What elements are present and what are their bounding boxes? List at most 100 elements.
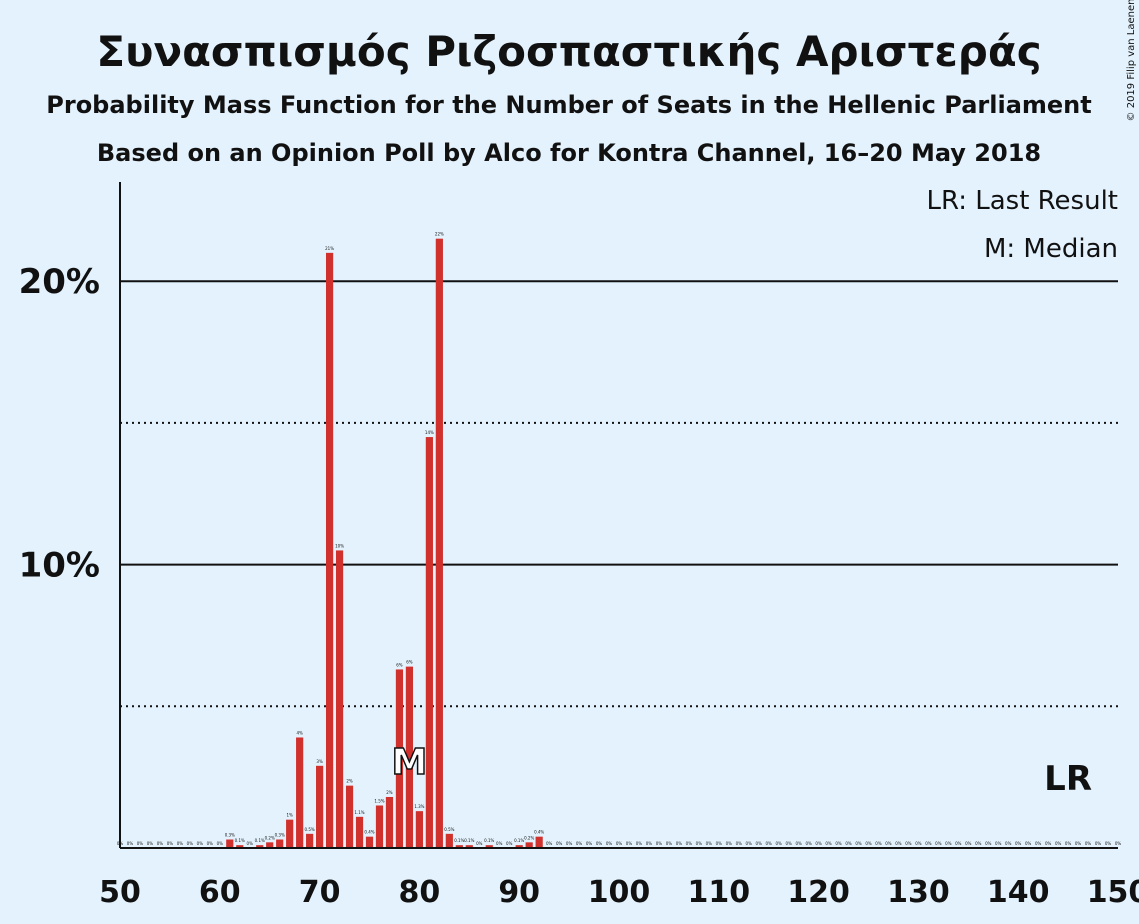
median-marker: M bbox=[392, 742, 428, 783]
bar-label: 0% bbox=[616, 841, 623, 846]
bar-label: 0.2% bbox=[524, 835, 534, 840]
bar-label: 0% bbox=[955, 841, 962, 846]
bar-label: 0.1% bbox=[514, 838, 524, 843]
bar-label: 0% bbox=[845, 841, 852, 846]
bar-label: 4% bbox=[296, 730, 303, 735]
bar-label: 0% bbox=[785, 841, 792, 846]
bar-label: 0% bbox=[985, 841, 992, 846]
bar-label: 21% bbox=[325, 246, 334, 251]
bar-label: 6% bbox=[406, 660, 413, 665]
bar bbox=[325, 252, 334, 848]
bar bbox=[256, 845, 264, 848]
bar bbox=[425, 437, 433, 848]
bar-label: 0% bbox=[1045, 841, 1052, 846]
bar-label: 0% bbox=[606, 841, 613, 846]
last-result-marker: LR bbox=[1044, 759, 1092, 799]
bar bbox=[335, 550, 344, 848]
bar bbox=[365, 836, 374, 848]
axes: 50 60 70 80 90 100 110 120 130 140 150 10% 20% bbox=[19, 182, 1139, 910]
y-tick-label: 10% bbox=[19, 546, 100, 586]
bar-label: 0% bbox=[506, 841, 513, 846]
bar bbox=[395, 669, 404, 848]
gridlines bbox=[120, 280, 1118, 708]
bar-label: 0.2% bbox=[265, 835, 275, 840]
bar-label: 0% bbox=[865, 841, 872, 846]
bar-label: 0.4% bbox=[534, 830, 544, 835]
bar-label: 3% bbox=[316, 759, 323, 764]
bar-label: 0% bbox=[975, 841, 982, 846]
bar-label: 0% bbox=[127, 841, 134, 846]
bar-label: 0% bbox=[626, 841, 633, 846]
bar-label: 0% bbox=[596, 841, 603, 846]
bar-label: 0% bbox=[187, 841, 194, 846]
bar-label: 0% bbox=[716, 841, 723, 846]
bar-labels: 0%0%0%0%0%0%0%0%0%0%0%0.3%0.1%0%0.1%0.2%… bbox=[117, 232, 1122, 846]
bar-label: 1.1% bbox=[354, 810, 364, 815]
bar bbox=[236, 845, 244, 848]
bar-label: 0% bbox=[247, 841, 254, 846]
bar-label: 1.5% bbox=[374, 798, 384, 803]
bar-label: 0% bbox=[1025, 841, 1032, 846]
x-tick-label: 70 bbox=[299, 875, 341, 910]
bar-label: 0.4% bbox=[364, 830, 374, 835]
bar-label: 0% bbox=[546, 841, 553, 846]
chart-subtitle-2: Based on an Opinion Poll by Alco for Kon… bbox=[97, 139, 1041, 167]
bar-label: 0.1% bbox=[255, 838, 265, 843]
bar-label: 0% bbox=[776, 841, 783, 846]
bar bbox=[445, 833, 453, 848]
bar bbox=[345, 785, 354, 848]
bar bbox=[385, 796, 394, 848]
x-tick-label: 120 bbox=[787, 875, 850, 910]
bar bbox=[306, 833, 314, 848]
x-tick-label: 110 bbox=[687, 875, 750, 910]
chart-subtitle: Probability Mass Function for the Number… bbox=[46, 91, 1091, 119]
bar-label: 0% bbox=[925, 841, 932, 846]
bar bbox=[375, 805, 384, 848]
bar bbox=[316, 765, 324, 848]
bar-label: 0% bbox=[1085, 841, 1092, 846]
bar-label: 0% bbox=[566, 841, 573, 846]
bar-label: 0% bbox=[656, 841, 663, 846]
bar bbox=[465, 845, 473, 848]
bar-label: 0% bbox=[825, 841, 832, 846]
bar-label: 0% bbox=[835, 841, 842, 846]
bar-label: 0% bbox=[147, 841, 154, 846]
bar-label: 0% bbox=[1105, 841, 1112, 846]
bar-label: 0.1% bbox=[235, 838, 245, 843]
bar-label: 0% bbox=[1015, 841, 1022, 846]
bar-label: 0% bbox=[706, 841, 713, 846]
bar-label: 22% bbox=[435, 232, 444, 237]
bar-label: 0% bbox=[197, 841, 204, 846]
bar-label: 0% bbox=[676, 841, 683, 846]
bar-label: 0% bbox=[885, 841, 892, 846]
bar bbox=[286, 819, 294, 848]
bar-label: 0% bbox=[965, 841, 972, 846]
bar-label: 0.3% bbox=[275, 832, 285, 837]
chart-title: Συνασπισμός Ριζοσπαστικής Αριστεράς bbox=[96, 27, 1041, 76]
bar-label: 0% bbox=[476, 841, 483, 846]
bar-label: 0% bbox=[795, 841, 802, 846]
bar-label: 10% bbox=[335, 543, 344, 548]
bar bbox=[276, 839, 284, 848]
markers: M LR bbox=[391, 741, 1092, 799]
bar-label: 0% bbox=[496, 841, 503, 846]
bar-label: 0% bbox=[915, 841, 922, 846]
bar bbox=[355, 816, 364, 848]
bar-label: 0% bbox=[576, 841, 583, 846]
bar-label: 0.1% bbox=[484, 838, 494, 843]
bar bbox=[226, 839, 234, 848]
bar bbox=[485, 845, 493, 848]
legend-last-result: LR: Last Result bbox=[926, 186, 1118, 216]
bar-label: 0% bbox=[805, 841, 812, 846]
x-tick-label: 150 bbox=[1087, 875, 1139, 910]
bar-label: 0% bbox=[766, 841, 773, 846]
bar bbox=[435, 238, 443, 848]
bar-label: 0.5% bbox=[305, 827, 315, 832]
bar bbox=[535, 836, 543, 848]
bar-label: 0% bbox=[157, 841, 164, 846]
bar-label: 0% bbox=[1095, 841, 1102, 846]
bar bbox=[525, 842, 533, 848]
bar-label: 0.1% bbox=[454, 838, 464, 843]
bar-label: 0% bbox=[1075, 841, 1082, 846]
